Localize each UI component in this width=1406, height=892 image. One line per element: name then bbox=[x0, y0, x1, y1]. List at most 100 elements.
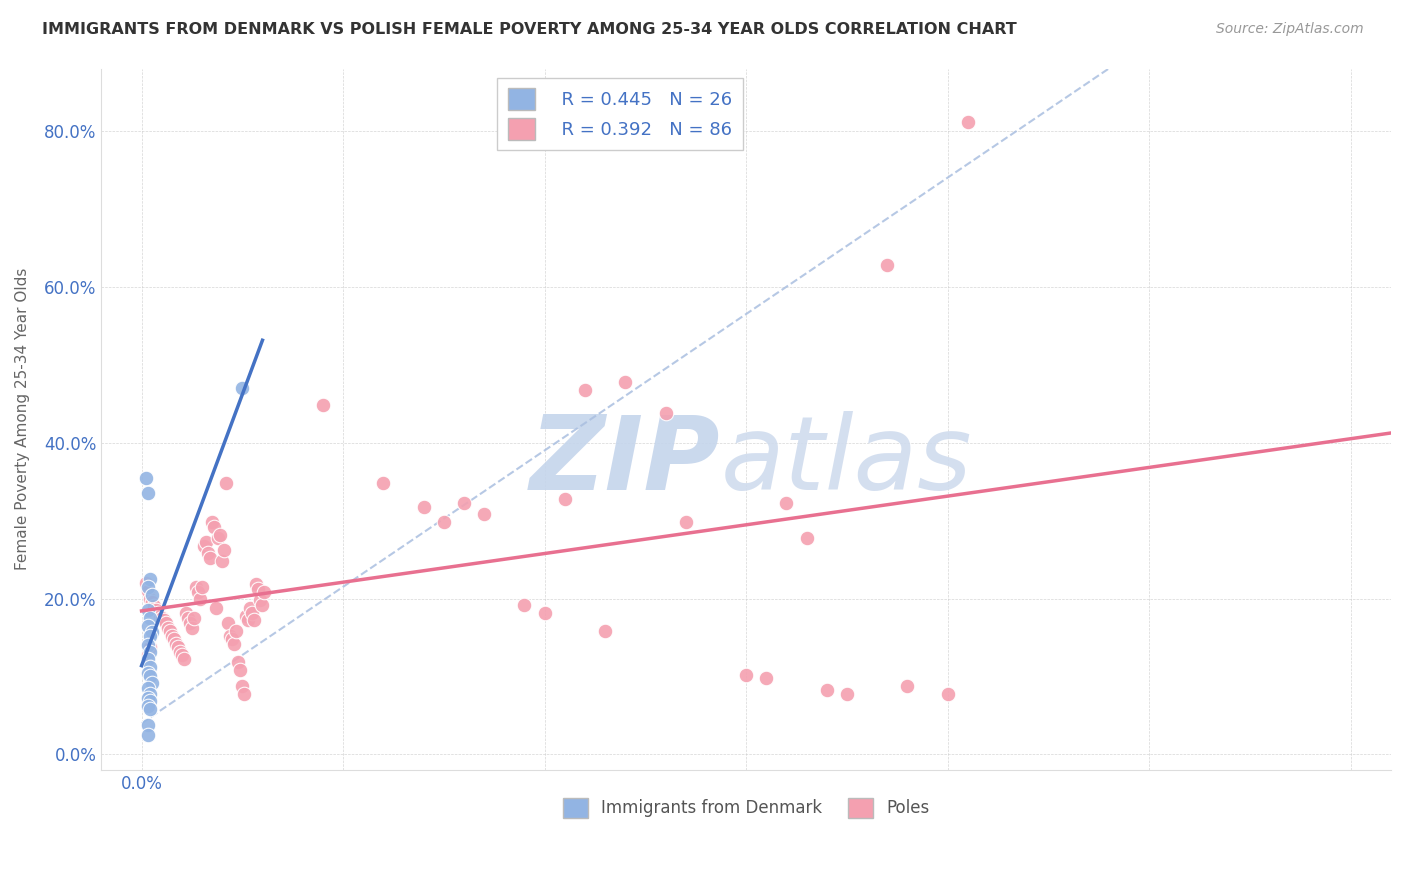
Text: IMMIGRANTS FROM DENMARK VS POLISH FEMALE POVERTY AMONG 25-34 YEAR OLDS CORRELATI: IMMIGRANTS FROM DENMARK VS POLISH FEMALE… bbox=[42, 22, 1017, 37]
Point bbox=[136, 580, 159, 594]
Point bbox=[135, 576, 157, 591]
Point bbox=[135, 471, 157, 485]
Point bbox=[219, 629, 242, 643]
Point bbox=[239, 600, 262, 615]
Point bbox=[138, 660, 160, 674]
Point bbox=[136, 691, 159, 706]
Point bbox=[373, 476, 395, 491]
Point bbox=[141, 595, 163, 609]
Point bbox=[835, 687, 858, 701]
Point bbox=[936, 687, 959, 701]
Point bbox=[735, 668, 758, 682]
Point bbox=[136, 665, 159, 680]
Point bbox=[207, 531, 229, 545]
Point bbox=[138, 572, 160, 586]
Point bbox=[160, 629, 183, 643]
Point bbox=[142, 599, 165, 614]
Point bbox=[225, 624, 247, 639]
Text: ZIP: ZIP bbox=[530, 411, 720, 512]
Point bbox=[149, 608, 172, 623]
Point bbox=[136, 583, 159, 598]
Point bbox=[136, 619, 159, 633]
Point bbox=[209, 527, 232, 541]
Point bbox=[224, 637, 246, 651]
Point bbox=[146, 606, 169, 620]
Point bbox=[253, 585, 276, 599]
Point bbox=[170, 648, 193, 662]
Point bbox=[202, 520, 225, 534]
Point bbox=[141, 675, 163, 690]
Point bbox=[252, 598, 274, 612]
Point bbox=[896, 679, 918, 693]
Point bbox=[136, 718, 159, 732]
Point bbox=[242, 606, 264, 620]
Point bbox=[173, 652, 195, 666]
Point bbox=[197, 546, 219, 560]
Point bbox=[138, 591, 160, 606]
Point bbox=[136, 728, 159, 742]
Point bbox=[141, 588, 163, 602]
Point bbox=[472, 508, 495, 522]
Point bbox=[654, 406, 676, 420]
Point bbox=[169, 644, 191, 658]
Point bbox=[593, 624, 616, 639]
Point bbox=[138, 640, 160, 654]
Point bbox=[174, 606, 197, 620]
Point bbox=[433, 515, 456, 529]
Point bbox=[231, 381, 253, 395]
Point bbox=[136, 603, 159, 617]
Point bbox=[179, 616, 201, 631]
Point bbox=[136, 681, 159, 695]
Legend: Immigrants from Denmark, Poles: Immigrants from Denmark, Poles bbox=[557, 791, 936, 825]
Point bbox=[249, 593, 271, 607]
Point bbox=[226, 656, 249, 670]
Point bbox=[138, 611, 160, 625]
Point bbox=[165, 637, 187, 651]
Point bbox=[195, 535, 218, 549]
Point bbox=[184, 580, 207, 594]
Point bbox=[235, 608, 257, 623]
Point bbox=[198, 551, 221, 566]
Point bbox=[138, 629, 160, 643]
Point bbox=[574, 383, 596, 397]
Point bbox=[138, 687, 160, 701]
Point bbox=[181, 621, 204, 635]
Point bbox=[145, 603, 167, 617]
Point bbox=[136, 648, 159, 662]
Point bbox=[614, 375, 637, 389]
Point bbox=[211, 554, 233, 568]
Point bbox=[159, 624, 181, 639]
Point bbox=[156, 621, 179, 635]
Point bbox=[215, 476, 238, 491]
Point bbox=[136, 638, 159, 652]
Point bbox=[193, 539, 215, 553]
Point bbox=[233, 687, 256, 701]
Point bbox=[245, 577, 267, 591]
Point bbox=[141, 625, 163, 640]
Point bbox=[138, 669, 160, 683]
Point bbox=[201, 515, 224, 529]
Point bbox=[412, 500, 434, 514]
Point bbox=[221, 632, 243, 646]
Point bbox=[166, 640, 188, 654]
Text: Source: ZipAtlas.com: Source: ZipAtlas.com bbox=[1216, 22, 1364, 37]
Point bbox=[183, 611, 205, 625]
Point bbox=[533, 606, 555, 620]
Point bbox=[755, 671, 778, 685]
Point bbox=[217, 616, 239, 631]
Point bbox=[136, 699, 159, 714]
Point bbox=[150, 611, 173, 625]
Point bbox=[775, 496, 797, 510]
Point bbox=[453, 496, 475, 510]
Point bbox=[152, 613, 174, 627]
Point bbox=[243, 613, 266, 627]
Point bbox=[138, 694, 160, 708]
Point bbox=[876, 258, 898, 272]
Point bbox=[247, 582, 270, 597]
Point bbox=[205, 600, 228, 615]
Point bbox=[956, 114, 979, 128]
Point bbox=[675, 515, 697, 529]
Point bbox=[136, 486, 159, 500]
Point bbox=[231, 679, 253, 693]
Y-axis label: Female Poverty Among 25-34 Year Olds: Female Poverty Among 25-34 Year Olds bbox=[15, 268, 30, 571]
